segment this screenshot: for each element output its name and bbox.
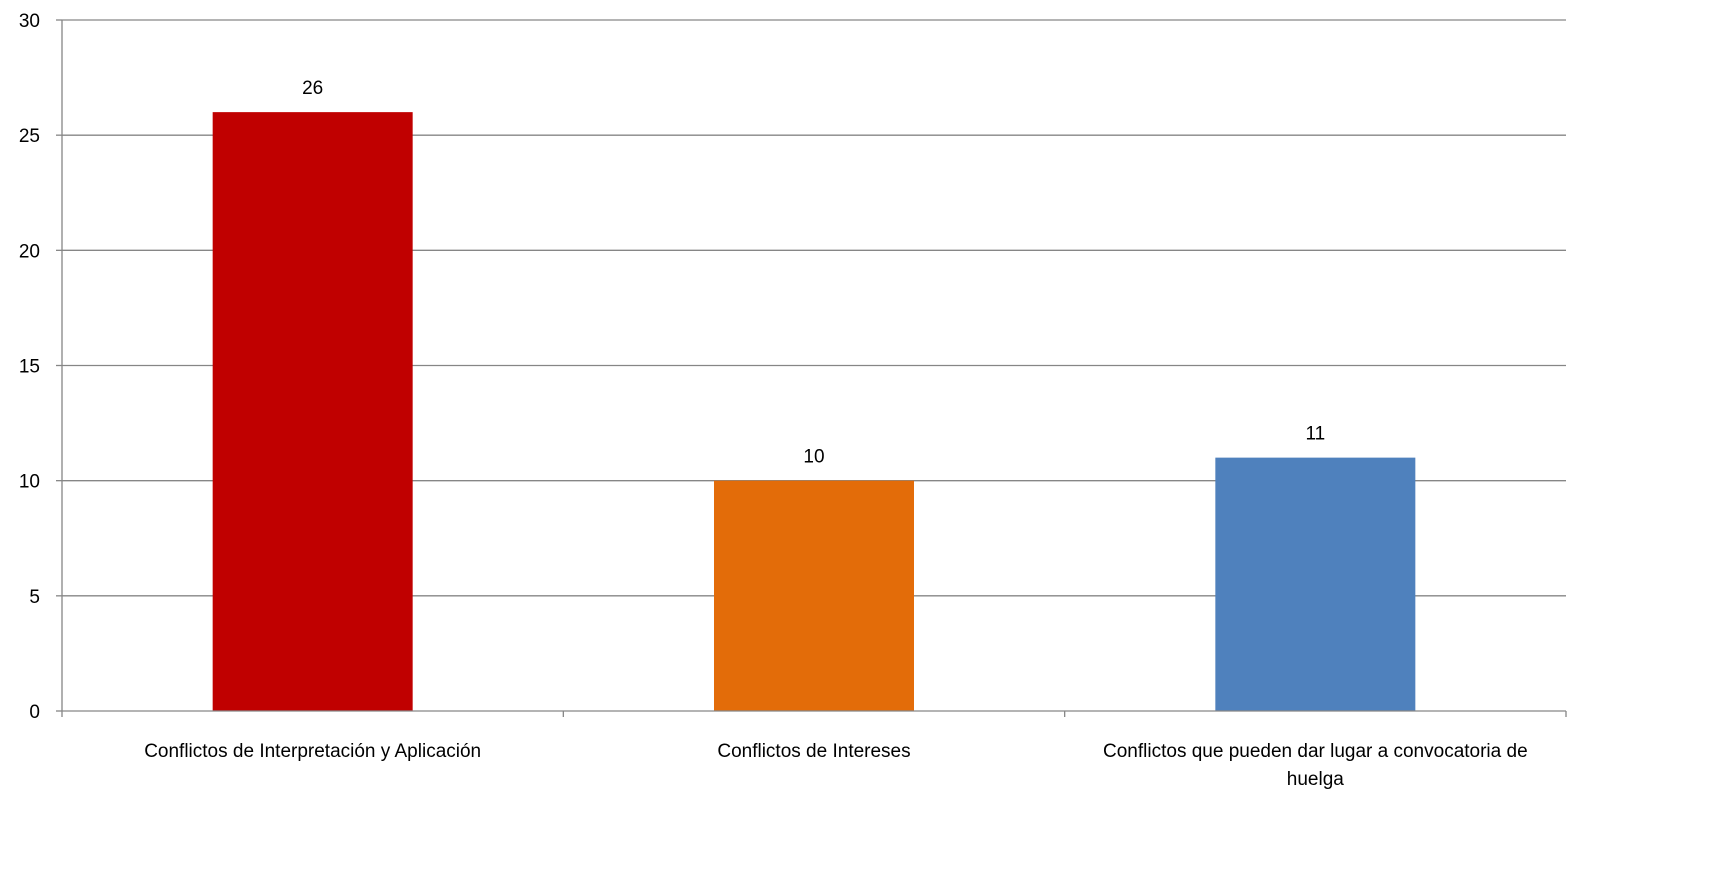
labels: 0 5 10 15 20 25 30 26 Conflictos de Interpretaci… xyxy=(19,11,1528,790)
data-label: 26 xyxy=(302,78,323,99)
axes xyxy=(56,19,1567,717)
y-tick-label: 0 xyxy=(29,702,40,723)
y-tick-label: 5 xyxy=(29,587,40,608)
data-label: 10 xyxy=(803,447,824,468)
y-tick-label: 15 xyxy=(19,357,40,378)
bar xyxy=(212,112,413,712)
bars xyxy=(212,112,1416,712)
y-tick-label: 10 xyxy=(19,472,40,493)
x-category-label: huelga xyxy=(1287,769,1344,790)
x-category-label: Conflictos de Interpretación y Aplicació… xyxy=(144,741,481,762)
y-tick-label: 30 xyxy=(19,11,40,32)
bar xyxy=(714,480,914,711)
bar xyxy=(1215,457,1416,711)
x-category-label: Conflictos de Intereses xyxy=(717,741,910,762)
y-tick-label: 20 xyxy=(19,241,40,262)
y-tick-label: 25 xyxy=(19,126,40,147)
data-label: 11 xyxy=(1305,424,1325,445)
x-category-label: Conflictos que pueden dar lugar a convoc… xyxy=(1103,741,1528,762)
